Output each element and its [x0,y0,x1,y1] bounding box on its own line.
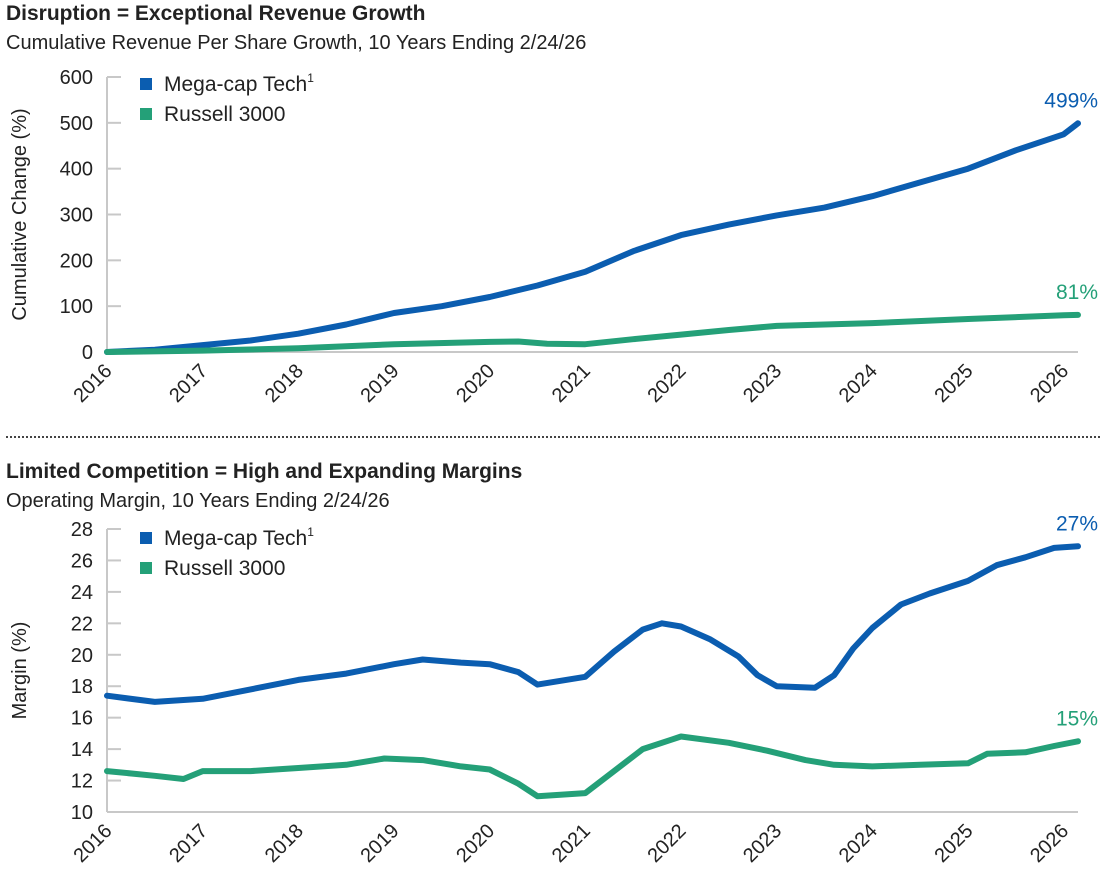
y-tick-label: 600 [60,67,93,89]
legend-name: Mega-cap Tech [164,527,307,550]
x-tick-label: 2019 [357,360,404,407]
legend-swatch [140,562,152,574]
top-chart-title: Disruption = Exceptional Revenue Growth [6,2,426,25]
bottom-chart-subtitle: Operating Margin, 10 Years Ending 2/24/2… [6,490,390,512]
end-value-label: 15% [1056,707,1098,730]
x-tick-label: 2024 [835,820,882,867]
y-tick-label: 500 [60,113,93,135]
y-axis-label: Cumulative Change (%) [9,108,31,320]
x-tick-label: 2023 [739,360,786,407]
x-tick-label: 2024 [835,360,882,407]
legend-label: Mega-cap Tech1 [164,71,314,96]
y-tick-label: 400 [60,159,93,181]
x-tick-label: 2025 [930,360,977,407]
series-line-mega-cap-tech [104,543,1081,705]
end-value-label: 27% [1056,512,1098,535]
legend-swatch [140,532,152,544]
chart-0: 0 100 200 300 400 500 600 Cumulative Change (%)… [9,67,1098,407]
y-tick-label: 14 [71,739,93,761]
legend-name: Mega-cap Tech [164,73,307,96]
series-line-russell-3000 [104,733,1081,800]
bottom-chart-title: Limited Competition = High and Expanding… [6,460,523,483]
y-tick-label: 28 [71,519,93,541]
y-tick-label: 24 [71,582,93,604]
legend-label: Russell 3000 [164,103,285,126]
x-tick-label: 2016 [70,820,117,867]
x-tick-label: 2018 [261,820,308,867]
y-tick-label: 22 [71,613,93,635]
footnote-marker: 1 [307,71,314,85]
section-divider [6,436,1100,438]
series-line-mega-cap-tech [104,120,1081,355]
x-tick-label: 2023 [739,820,786,867]
x-tick-label: 2022 [644,820,691,867]
x-tick-label: 2020 [452,360,499,407]
x-tick-label: 2022 [644,360,691,407]
end-value-label: 81% [1056,281,1098,304]
x-tick-label: 2020 [452,820,499,867]
series-line-russell-3000 [104,311,1081,355]
y-tick-label: 100 [60,296,93,318]
y-tick-label: 20 [71,645,93,667]
legend-label: Mega-cap Tech1 [164,525,314,550]
y-tick-label: 200 [60,250,93,272]
x-tick-label: 2021 [548,820,595,867]
end-value-label: 499% [1044,89,1098,112]
x-tick-label: 2025 [930,820,977,867]
legend-name: Russell 3000 [164,103,285,126]
x-tick-label: 2019 [357,820,404,867]
y-axis-label: Margin (%) [9,622,31,720]
x-tick-label: 2017 [165,820,212,867]
y-tick-label: 0 [82,342,93,364]
top-chart-subtitle: Cumulative Revenue Per Share Growth, 10 … [6,32,587,54]
legend-name: Russell 3000 [164,557,285,580]
y-tick-label: 10 [71,802,93,824]
x-tick-label: 2016 [70,360,117,407]
y-tick-label: 16 [71,708,93,730]
footnote-marker: 1 [307,525,314,539]
x-tick-label: 2021 [548,360,595,407]
x-tick-label: 2017 [165,360,212,407]
legend-label: Russell 3000 [164,557,285,580]
y-tick-label: 12 [71,771,93,793]
y-tick-label: 18 [71,676,93,698]
y-tick-label: 26 [71,550,93,572]
legend-swatch [140,108,152,120]
x-tick-label: 2018 [261,360,308,407]
x-tick-label: 2026 [1026,820,1073,867]
y-tick-label: 300 [60,205,93,227]
x-tick-label: 2026 [1026,360,1073,407]
legend-swatch [140,78,152,90]
